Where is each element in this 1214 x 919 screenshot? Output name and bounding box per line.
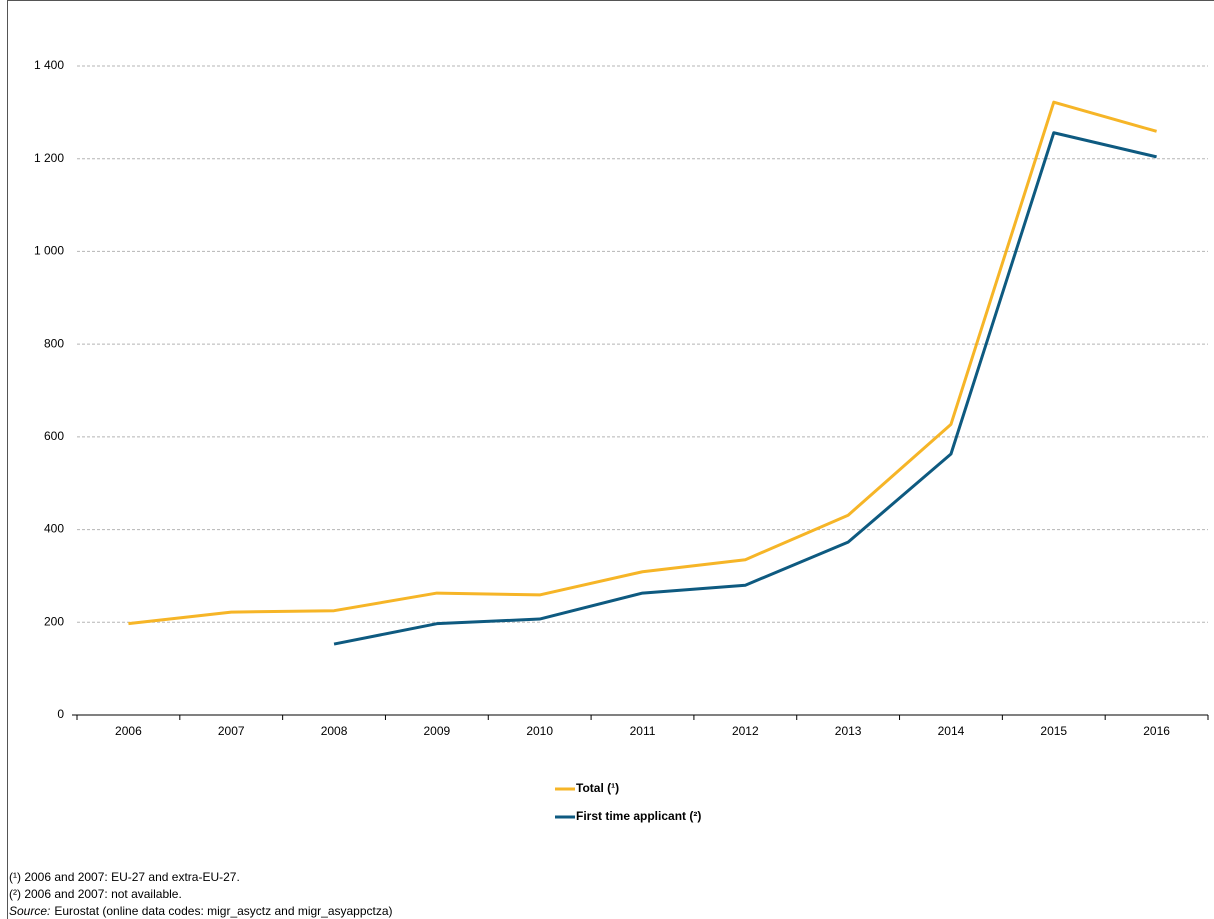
series-line xyxy=(128,100,1157,626)
x-tick-label: 2015 xyxy=(1040,724,1067,738)
x-tick-label: 2011 xyxy=(630,724,656,738)
x-tick-label: 2007 xyxy=(218,724,245,738)
y-tick-label: 1 000 xyxy=(34,244,64,258)
source-note: Source: Eurostat (online data codes: migr… xyxy=(9,904,393,918)
x-tick-label: 2016 xyxy=(1143,724,1170,738)
x-tick-label: 2014 xyxy=(938,724,965,738)
footnote: (²) 2006 and 2007: not available. xyxy=(9,887,182,901)
y-tick-label: 400 xyxy=(44,522,64,536)
x-tick-label: 2012 xyxy=(732,724,759,738)
x-tick-label: 2009 xyxy=(424,724,451,738)
legend-label: First time applicant (²) xyxy=(576,809,701,823)
footnote: (¹) 2006 and 2007: EU-27 and extra-EU-27… xyxy=(9,870,240,884)
x-tick-label: 2006 xyxy=(115,724,142,738)
legend-label: Total (¹) xyxy=(576,781,619,795)
source-label: Source: xyxy=(9,904,50,918)
series-line xyxy=(333,131,1157,646)
y-tick-label: 600 xyxy=(44,429,64,443)
y-tick-label: 1 200 xyxy=(34,151,64,165)
y-tick-label: 200 xyxy=(44,614,64,628)
frame xyxy=(7,0,1214,919)
y-tick-label: 800 xyxy=(44,336,64,350)
y-tick-label: 1 400 xyxy=(34,58,64,72)
source-text: Eurostat (online data codes: migr_asyctz… xyxy=(54,904,392,918)
x-tick-label: 2013 xyxy=(835,724,862,738)
x-tick-label: 2010 xyxy=(526,724,553,738)
y-tick-label: 0 xyxy=(57,707,64,721)
x-tick-label: 2008 xyxy=(321,724,348,738)
